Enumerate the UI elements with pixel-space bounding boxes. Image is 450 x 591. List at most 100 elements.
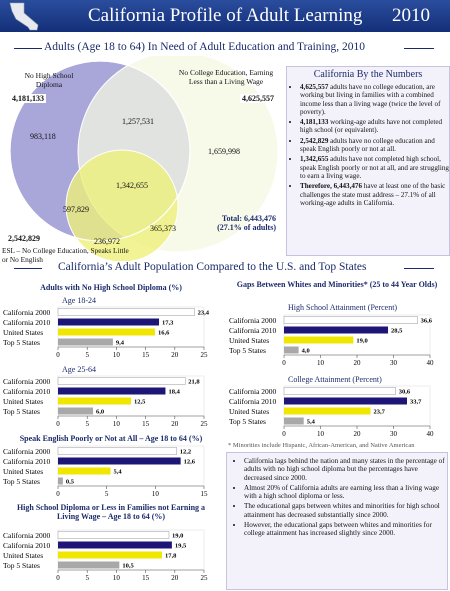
venn-grand-total: Total: 6,443,476 (27.1% of adults) [212, 214, 276, 232]
item-text: have at least one of the basic challenge… [300, 182, 446, 207]
rule [404, 48, 434, 49]
bar [284, 417, 304, 425]
x-tick-label: 10 [113, 574, 121, 582]
x-tick-label: 25 [201, 420, 209, 428]
category-label: Top 5 States [229, 346, 266, 355]
value-label: 10,5 [122, 563, 134, 570]
header-bar [0, 0, 450, 32]
sidebar-item: 2,542,829 adults have no college educati… [300, 137, 449, 154]
value-label: 19,0 [356, 338, 367, 345]
sidebar-item: 4,625,557 adults have no college educati… [300, 83, 449, 116]
x-tick-label: 5 [105, 490, 109, 498]
venn-total: 4,625,557 [240, 94, 276, 103]
category-label: United States [3, 551, 43, 560]
bar [58, 477, 63, 485]
bar [57, 308, 195, 316]
sidebar-title: California By the Numbers [313, 69, 423, 80]
venn-label: No High School Diploma [24, 71, 74, 89]
category-label: California 2000 [3, 447, 51, 456]
item-lead: 2,542,829 [300, 136, 329, 145]
value-label: 5,4 [114, 469, 123, 476]
value-label: 16,6 [158, 330, 170, 337]
x-tick-label: 0 [56, 490, 60, 498]
x-tick-label: 30 [390, 430, 398, 438]
x-tick-label: 5 [85, 351, 89, 359]
chart-subtitle: Age 18-24 [62, 296, 96, 305]
chart-title: High School Diploma or Less in Families … [16, 503, 206, 521]
bar-chart: 0 10 20 30 40 California 2000 30,6 California 2… [229, 385, 435, 438]
category-label: California 2000 [3, 377, 51, 386]
bar [58, 541, 172, 549]
bar [58, 318, 160, 326]
bar [58, 407, 94, 415]
x-tick-label: 25 [201, 574, 209, 582]
bar [284, 407, 371, 415]
bar [58, 457, 181, 465]
value-label: 19,5 [175, 543, 187, 550]
value-label: 9,4 [116, 340, 125, 347]
category-label: United States [229, 407, 269, 416]
x-tick-label: 15 [201, 490, 209, 498]
bar-chart: 0 5 10 15 20 25 California 2000 21,8 California … [3, 375, 209, 428]
value-label: 23,7 [374, 409, 386, 416]
x-tick-label: 0 [282, 359, 286, 367]
section-title: Adults (Age 18 to 64) In Need of Adult E… [44, 41, 366, 53]
section-title: California’s Adult Population Compared t… [58, 261, 367, 273]
bar-chart: 0 5 10 15 20 25 California 2000 23,4 California … [3, 306, 210, 359]
x-tick-label: 5 [85, 574, 89, 582]
bar [58, 561, 120, 569]
value-label: 36,6 [421, 318, 433, 325]
category-label: Top 5 States [229, 417, 266, 426]
x-tick-label: 20 [171, 574, 179, 582]
item-lead: 4,625,557 [300, 83, 329, 91]
item-text: working-age adults have not completed hi… [300, 118, 443, 135]
sidebar-item: 4,181,133 working-age adults have not co… [300, 118, 449, 135]
finding: California lags behind the nation and ma… [244, 457, 445, 482]
value-label: 12,5 [134, 399, 146, 406]
total-line: Total: 6,443,476 [221, 214, 276, 223]
bar [283, 387, 396, 395]
chart-subtitle: High School Attainment (Percent) [288, 303, 398, 312]
x-tick-label: 30 [390, 359, 398, 367]
category-label: California 2000 [3, 531, 51, 540]
item-text: adults have no college education, are wo… [300, 83, 441, 116]
category-label: California 2000 [229, 387, 277, 396]
x-tick-label: 0 [56, 574, 60, 582]
x-tick-label: 20 [354, 359, 362, 367]
venn-region-value: 1,659,998 [208, 147, 240, 156]
venn-region-value: 1,342,655 [116, 181, 148, 190]
bar [57, 377, 186, 385]
category-label: Top 5 States [3, 561, 40, 570]
value-label: 17,3 [162, 320, 174, 327]
x-tick-label: 10 [317, 359, 325, 367]
bar [58, 551, 162, 559]
category-label: California 2000 [229, 316, 277, 325]
x-tick-label: 10 [317, 430, 325, 438]
bar-chart: 0 5 10 15 California 2000 12,2 California 2010… [3, 445, 209, 498]
x-tick-label: 20 [354, 430, 362, 438]
total-line: (27.1% of adults) [217, 223, 276, 232]
category-label: California 2010 [229, 397, 277, 406]
chart-title: Adults with No High School Diploma (%) [40, 283, 182, 292]
sidebar-item: Therefore, 6,443,476 have at least one o… [300, 182, 449, 207]
state-icon [9, 2, 39, 31]
sidebar-item: 1,342,655 adults have not completed high… [300, 155, 449, 180]
item-lead: Therefore, 6,443,476 [300, 182, 362, 191]
x-tick-label: 15 [142, 574, 150, 582]
bar-chart: 0 5 10 15 20 25 California 2000 19,0 California … [3, 529, 209, 582]
value-label: 21,8 [188, 379, 200, 386]
value-label: 4,0 [302, 348, 310, 355]
x-tick-label: 10 [113, 351, 121, 359]
california-shape [9, 2, 39, 31]
x-tick-label: 40 [427, 430, 435, 438]
x-tick-label: 15 [142, 420, 150, 428]
value-label: 5,4 [307, 419, 316, 426]
x-tick-label: 15 [142, 351, 150, 359]
bar [284, 346, 299, 354]
venn-region-value: 365,373 [150, 224, 176, 233]
category-label: California 2010 [229, 326, 277, 335]
year: 2010 [392, 5, 430, 26]
venn-total: 4,181,133 [10, 94, 46, 103]
value-label: 0,5 [66, 479, 75, 486]
